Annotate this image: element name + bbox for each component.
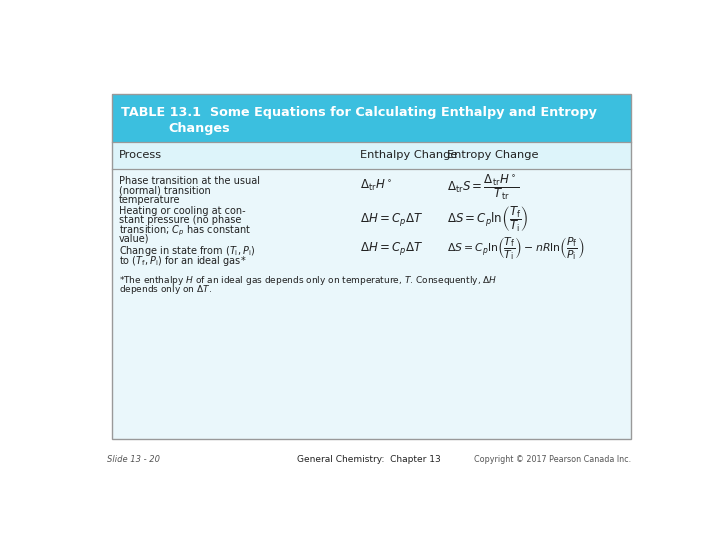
FancyBboxPatch shape <box>112 168 631 439</box>
Text: Copyright © 2017 Pearson Canada Inc.: Copyright © 2017 Pearson Canada Inc. <box>474 455 631 464</box>
Text: depends only on $\Delta T$.: depends only on $\Delta T$. <box>119 283 212 296</box>
Text: temperature: temperature <box>119 194 181 205</box>
Text: Phase transition at the usual: Phase transition at the usual <box>119 176 260 186</box>
Text: $\Delta_\mathrm{tr}H^\circ$: $\Delta_\mathrm{tr}H^\circ$ <box>360 178 392 193</box>
FancyBboxPatch shape <box>112 141 631 168</box>
Text: Change in state from $(T_\mathrm{i},P_\mathrm{i})$: Change in state from $(T_\mathrm{i},P_\m… <box>119 245 255 259</box>
Text: Slide 13 - 20: Slide 13 - 20 <box>107 455 160 464</box>
Text: Enthalpy Change: Enthalpy Change <box>360 150 457 160</box>
Text: $\Delta H = C_p\Delta T$: $\Delta H = C_p\Delta T$ <box>360 211 423 228</box>
Text: value): value) <box>119 233 150 243</box>
Text: to $(T_\mathrm{f},P_\mathrm{i})$ for an ideal gas*: to $(T_\mathrm{f},P_\mathrm{i})$ for an … <box>119 254 246 268</box>
Text: TABLE 13.1  Some Equations for Calculating Enthalpy and Entropy: TABLE 13.1 Some Equations for Calculatin… <box>121 106 597 119</box>
Text: $\Delta S = C_p\ln\!\left(\dfrac{T_\mathrm{f}}{T_\mathrm{i}}\right) - nR\ln\!\le: $\Delta S = C_p\ln\!\left(\dfrac{T_\math… <box>447 235 585 262</box>
Text: $\Delta H = C_p\Delta T$: $\Delta H = C_p\Delta T$ <box>360 240 423 258</box>
Text: (normal) transition: (normal) transition <box>119 185 211 195</box>
Text: Changes: Changes <box>168 122 230 135</box>
FancyBboxPatch shape <box>112 94 631 141</box>
Text: Process: Process <box>119 150 162 160</box>
Text: $\Delta_\mathrm{tr}S = \dfrac{\Delta_\mathrm{tr}H^\circ}{T_\mathrm{tr}}$: $\Delta_\mathrm{tr}S = \dfrac{\Delta_\ma… <box>447 172 520 202</box>
Text: Heating or cooling at con-: Heating or cooling at con- <box>119 206 246 216</box>
Text: stant pressure (no phase: stant pressure (no phase <box>119 215 241 225</box>
Text: *The enthalpy $H$ of an ideal gas depends only on temperature, $T$. Consequently: *The enthalpy $H$ of an ideal gas depend… <box>119 274 498 287</box>
Text: General Chemistry:  Chapter 13: General Chemistry: Chapter 13 <box>297 455 441 464</box>
Text: Entropy Change: Entropy Change <box>447 150 539 160</box>
Text: $\Delta S = C_p\ln\!\left(\dfrac{T_\mathrm{f}}{T_\mathrm{i}}\right)$: $\Delta S = C_p\ln\!\left(\dfrac{T_\math… <box>447 205 528 234</box>
Text: transition; $C_p$ has constant: transition; $C_p$ has constant <box>119 224 251 239</box>
